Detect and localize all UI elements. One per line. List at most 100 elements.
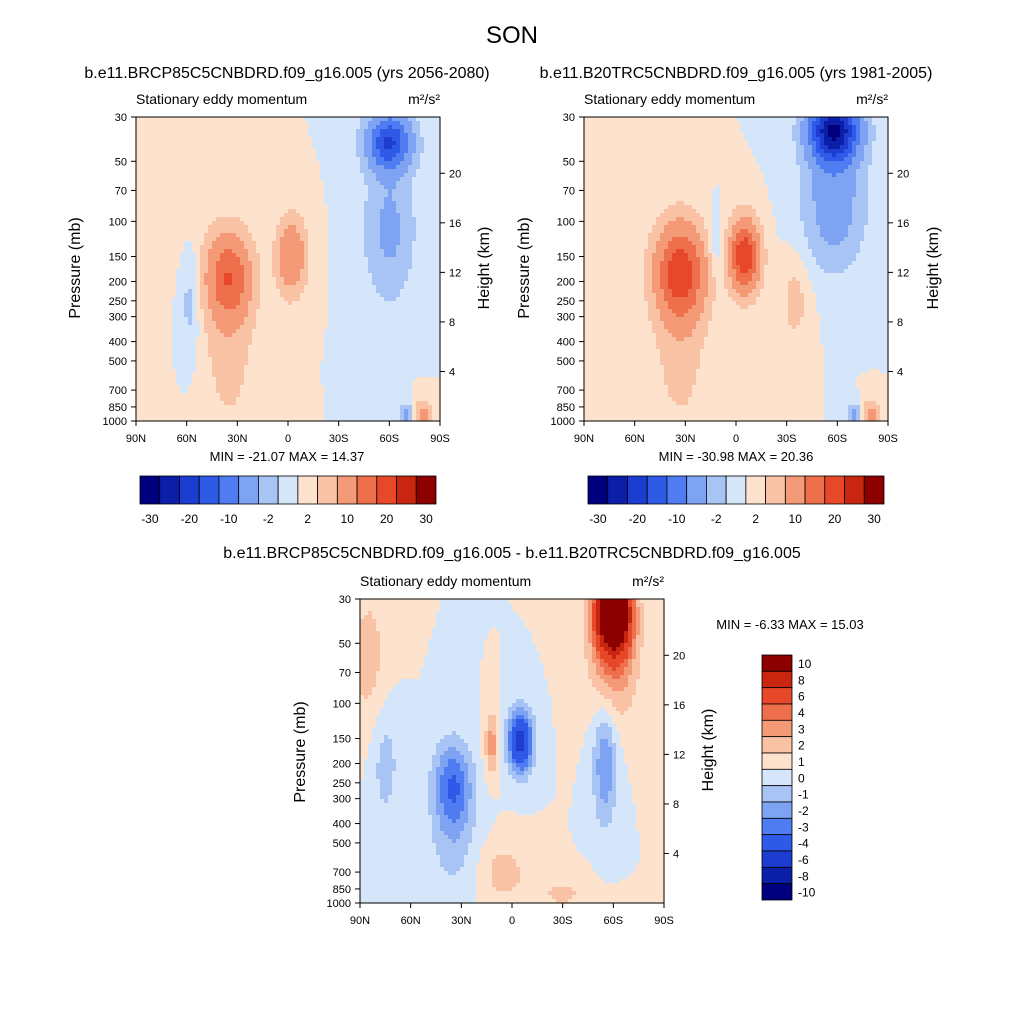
contour-cell — [388, 341, 393, 346]
contour-cell — [312, 253, 317, 258]
contour-cell — [136, 333, 141, 338]
contour-cell — [220, 317, 225, 322]
contour-cell — [296, 285, 301, 290]
contour-cell — [360, 301, 365, 306]
contour-cell — [220, 337, 225, 342]
contour-cell — [360, 257, 365, 262]
contour-cell — [152, 261, 157, 266]
contour-cell — [224, 185, 229, 190]
contour-cell — [272, 233, 277, 238]
contour-cell — [316, 301, 321, 306]
contour-cell — [392, 317, 397, 322]
contour-cell — [184, 121, 189, 126]
contour-cell — [312, 157, 317, 162]
contour-cell — [172, 197, 177, 202]
contour-cell — [380, 413, 385, 418]
contour-cell — [336, 373, 341, 378]
contour-cell — [360, 153, 365, 158]
contour-cell — [180, 185, 185, 190]
contour-cell — [332, 129, 337, 134]
contour-cell — [348, 317, 353, 322]
contour-cell — [300, 177, 305, 182]
contour-cell — [308, 305, 313, 310]
contour-cell — [164, 269, 169, 274]
contour-cell — [324, 393, 329, 398]
contour-cell — [364, 189, 369, 194]
contour-cell — [368, 389, 373, 394]
ylabel-right: Height (km) — [476, 227, 493, 310]
contour-cell — [376, 241, 381, 246]
contour-cell — [172, 133, 177, 138]
contour-cell — [352, 137, 357, 142]
contour-cell — [240, 385, 245, 390]
contour-cell — [136, 365, 141, 370]
contour-cell — [372, 129, 377, 134]
contour-cell — [376, 189, 381, 194]
contour-cell — [268, 357, 273, 362]
contour-cell — [288, 285, 293, 290]
contour-cell — [352, 329, 357, 334]
contour-cell — [192, 117, 197, 122]
contour-cell — [192, 409, 197, 414]
contour-cell — [148, 409, 153, 414]
contour-cell — [276, 417, 281, 422]
contour-cell — [224, 161, 229, 166]
contour-cell — [348, 245, 353, 250]
contour-cell — [232, 133, 237, 138]
contour-cell — [288, 209, 293, 214]
contour-cell — [188, 361, 193, 366]
contour-cell — [160, 337, 165, 342]
contour-cell — [336, 313, 341, 318]
contour-cell — [368, 377, 373, 382]
contour-cell — [292, 257, 297, 262]
contour-cell — [292, 409, 297, 414]
contour-cell — [392, 245, 397, 250]
contour-cell — [352, 125, 357, 130]
contour-cell — [308, 149, 313, 154]
contour-cell — [368, 241, 373, 246]
contour-cell — [364, 321, 369, 326]
contour-cell — [228, 197, 233, 202]
contour-cell — [260, 365, 265, 370]
contour-cell — [328, 253, 333, 258]
contour-cell — [200, 169, 205, 174]
contour-cell — [276, 241, 281, 246]
contour-cell — [204, 297, 209, 302]
contour-cell — [184, 273, 189, 278]
contour-cell — [368, 277, 373, 282]
contour-cell — [388, 305, 393, 310]
contour-cell — [332, 325, 337, 330]
contour-cell — [228, 341, 233, 346]
contour-cell — [344, 377, 349, 382]
contour-cell — [184, 241, 189, 246]
contour-cell — [372, 357, 377, 362]
contour-cell — [164, 329, 169, 334]
contour-cell — [352, 413, 357, 418]
contour-cell — [212, 177, 217, 182]
contour-cell — [308, 301, 313, 306]
contour-cell — [304, 409, 309, 414]
contour-cell — [376, 321, 381, 326]
contour-cell — [216, 197, 221, 202]
contour-cell — [244, 233, 249, 238]
contour-cell — [364, 373, 369, 378]
contour-cell — [260, 221, 265, 226]
contour-cell — [168, 237, 173, 242]
contour-cell — [280, 413, 285, 418]
contour-cell — [216, 181, 221, 186]
contour-cell — [164, 281, 169, 286]
contour-cell — [256, 237, 261, 242]
contour-cell — [200, 193, 205, 198]
contour-cell — [360, 133, 365, 138]
contour-cell — [388, 393, 393, 398]
contour-cell — [308, 237, 313, 242]
contour-cell — [144, 221, 149, 226]
contour-cell — [164, 233, 169, 238]
contour-cell — [340, 333, 345, 338]
contour-cell — [228, 261, 233, 266]
contour-cell — [136, 417, 141, 422]
contour-cell — [140, 237, 145, 242]
contour-cell — [196, 165, 201, 170]
contour-cell — [292, 229, 297, 234]
contour-cell — [220, 373, 225, 378]
